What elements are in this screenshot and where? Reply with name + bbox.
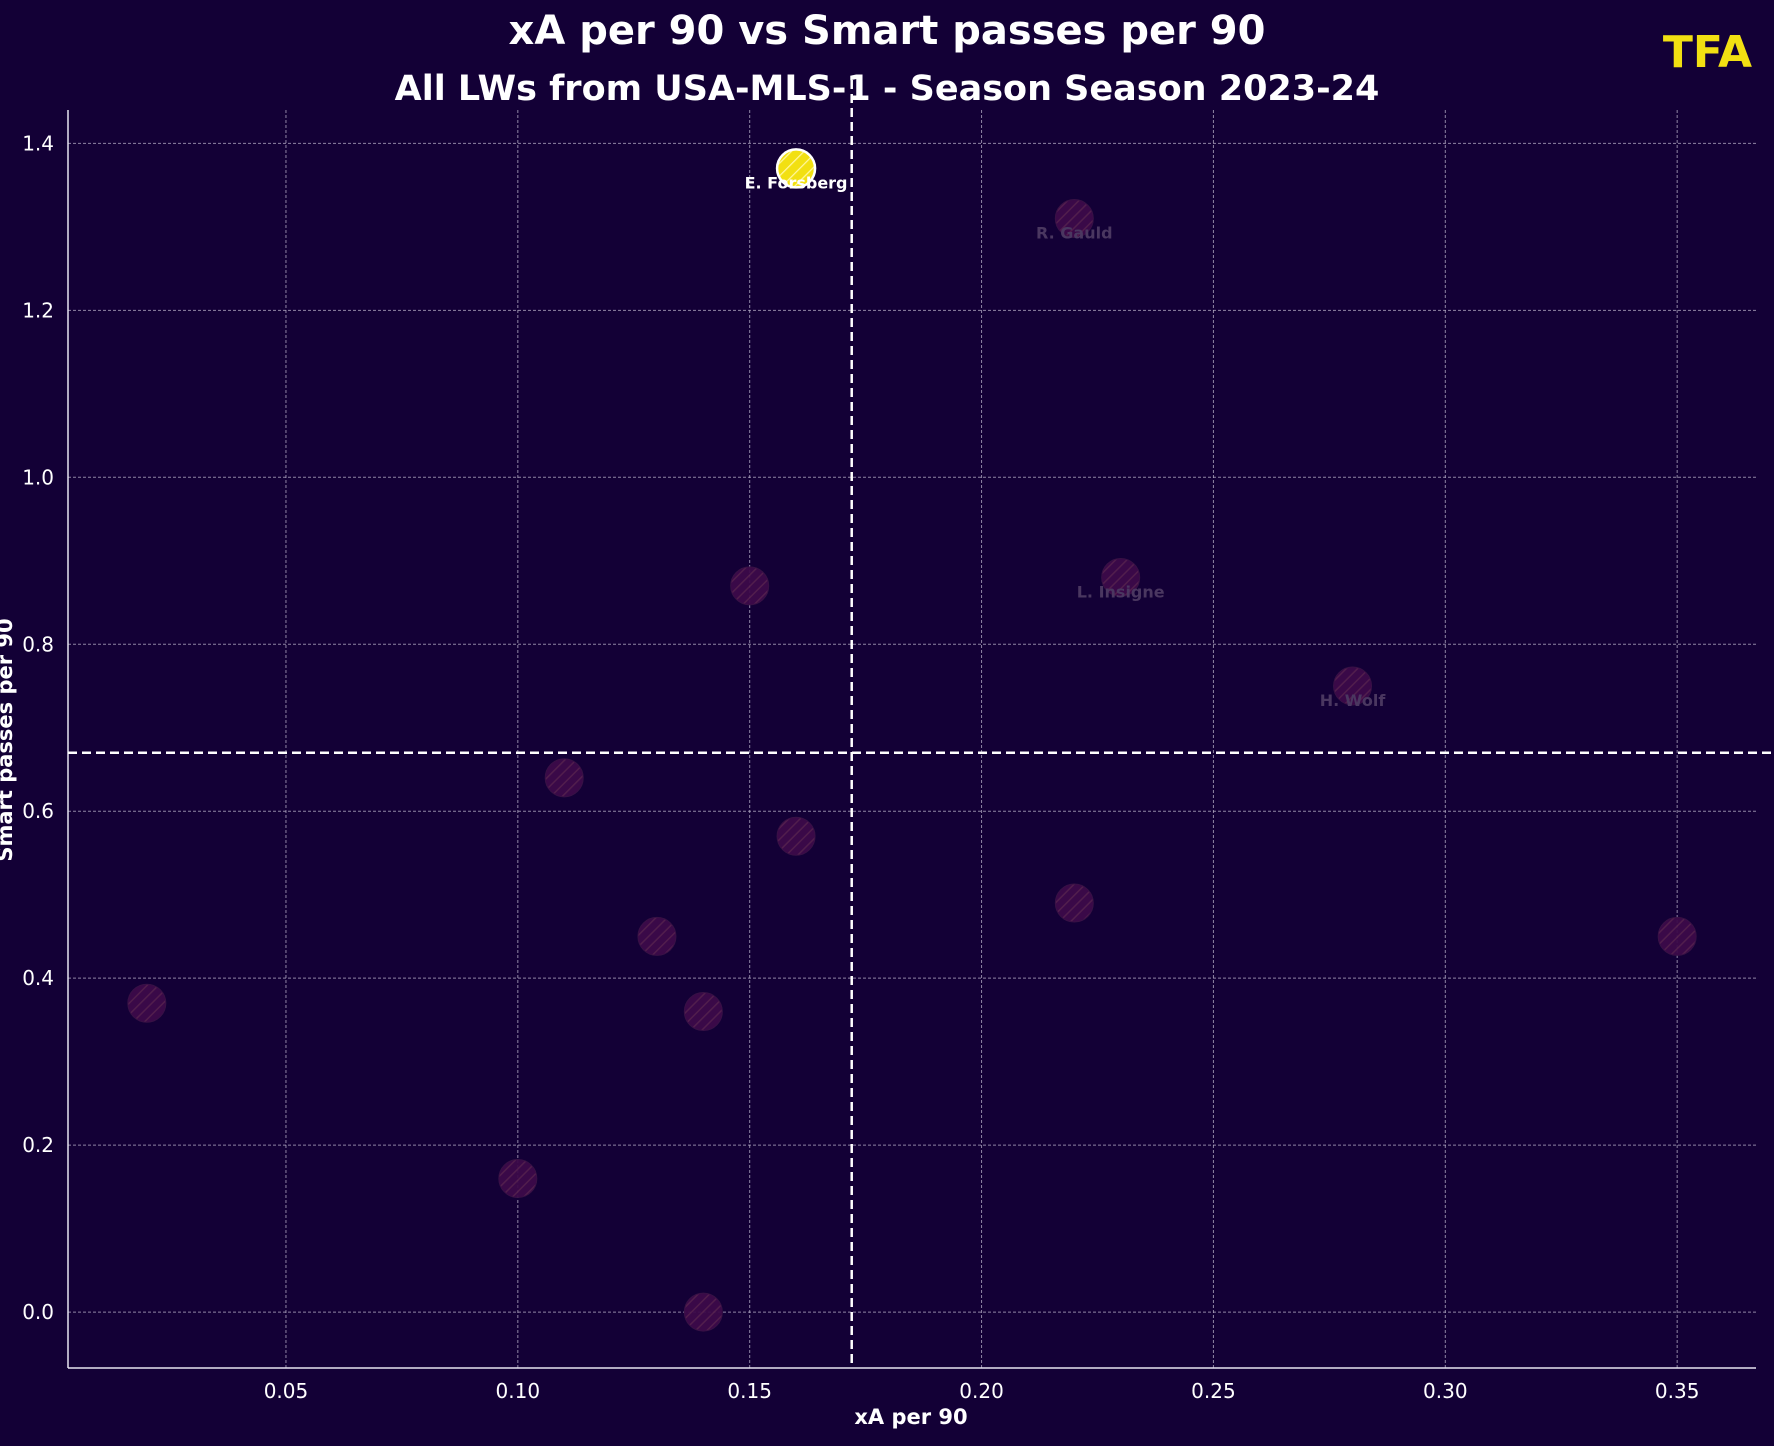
data-point xyxy=(1333,666,1373,706)
data-point xyxy=(776,816,816,856)
x-tick-label: 0.30 xyxy=(1423,1379,1468,1403)
data-point xyxy=(683,1292,723,1332)
point-label: H. Wolf xyxy=(1320,691,1387,710)
x-tick-label: 0.20 xyxy=(959,1379,1004,1403)
y-tick-label: 0.8 xyxy=(22,632,54,656)
y-axis-label: Smart passes per 90 xyxy=(0,618,17,861)
y-tick-label: 0.0 xyxy=(22,1300,54,1324)
data-point xyxy=(683,992,723,1032)
chart-title: xA per 90 vs Smart passes per 90 xyxy=(509,8,1266,54)
data-point xyxy=(127,983,167,1023)
point-labels: R. Gauld L. Insigne H. Wolf E. Forsberg xyxy=(745,173,1387,710)
y-tick-label: 0.6 xyxy=(22,799,54,823)
x-tick-label: 0.35 xyxy=(1655,1379,1700,1403)
axes: 0.05 0.10 0.15 0.20 0.25 0.30 0.35 0.0 0.2 0.4 0.6… xyxy=(22,110,1756,1403)
x-tick-label: 0.10 xyxy=(496,1379,541,1403)
y-tick-label: 0.2 xyxy=(22,1133,54,1157)
data-points xyxy=(127,148,1697,1332)
mean-lines xyxy=(68,80,1774,1368)
y-tick-label: 1.4 xyxy=(22,131,54,155)
x-tick-label: 0.05 xyxy=(264,1379,309,1403)
y-tick-label: 0.4 xyxy=(22,966,54,990)
data-point xyxy=(1054,883,1094,923)
tfa-logo: TFA xyxy=(1663,27,1752,78)
point-label: R. Gauld xyxy=(1036,224,1113,243)
highlight-point-label: E. Forsberg xyxy=(745,173,848,192)
y-tick-label: 1.0 xyxy=(22,465,54,489)
data-point xyxy=(1657,916,1697,956)
x-axis-label: xA per 90 xyxy=(854,1405,967,1429)
x-tick-label: 0.25 xyxy=(1191,1379,1236,1403)
data-point xyxy=(544,758,584,798)
grid xyxy=(68,110,1756,1368)
data-point xyxy=(637,916,677,956)
y-tick-label: 1.2 xyxy=(22,298,54,322)
data-point xyxy=(730,566,770,606)
data-point xyxy=(498,1159,538,1199)
point-label: L. Insigne xyxy=(1077,582,1165,601)
data-point xyxy=(1101,557,1141,597)
x-tick-label: 0.15 xyxy=(727,1379,772,1403)
chart-subtitle: All LWs from USA-MLS-1 - Season Season 2… xyxy=(395,69,1380,109)
data-point xyxy=(1054,199,1094,239)
highlight-point xyxy=(775,148,817,189)
